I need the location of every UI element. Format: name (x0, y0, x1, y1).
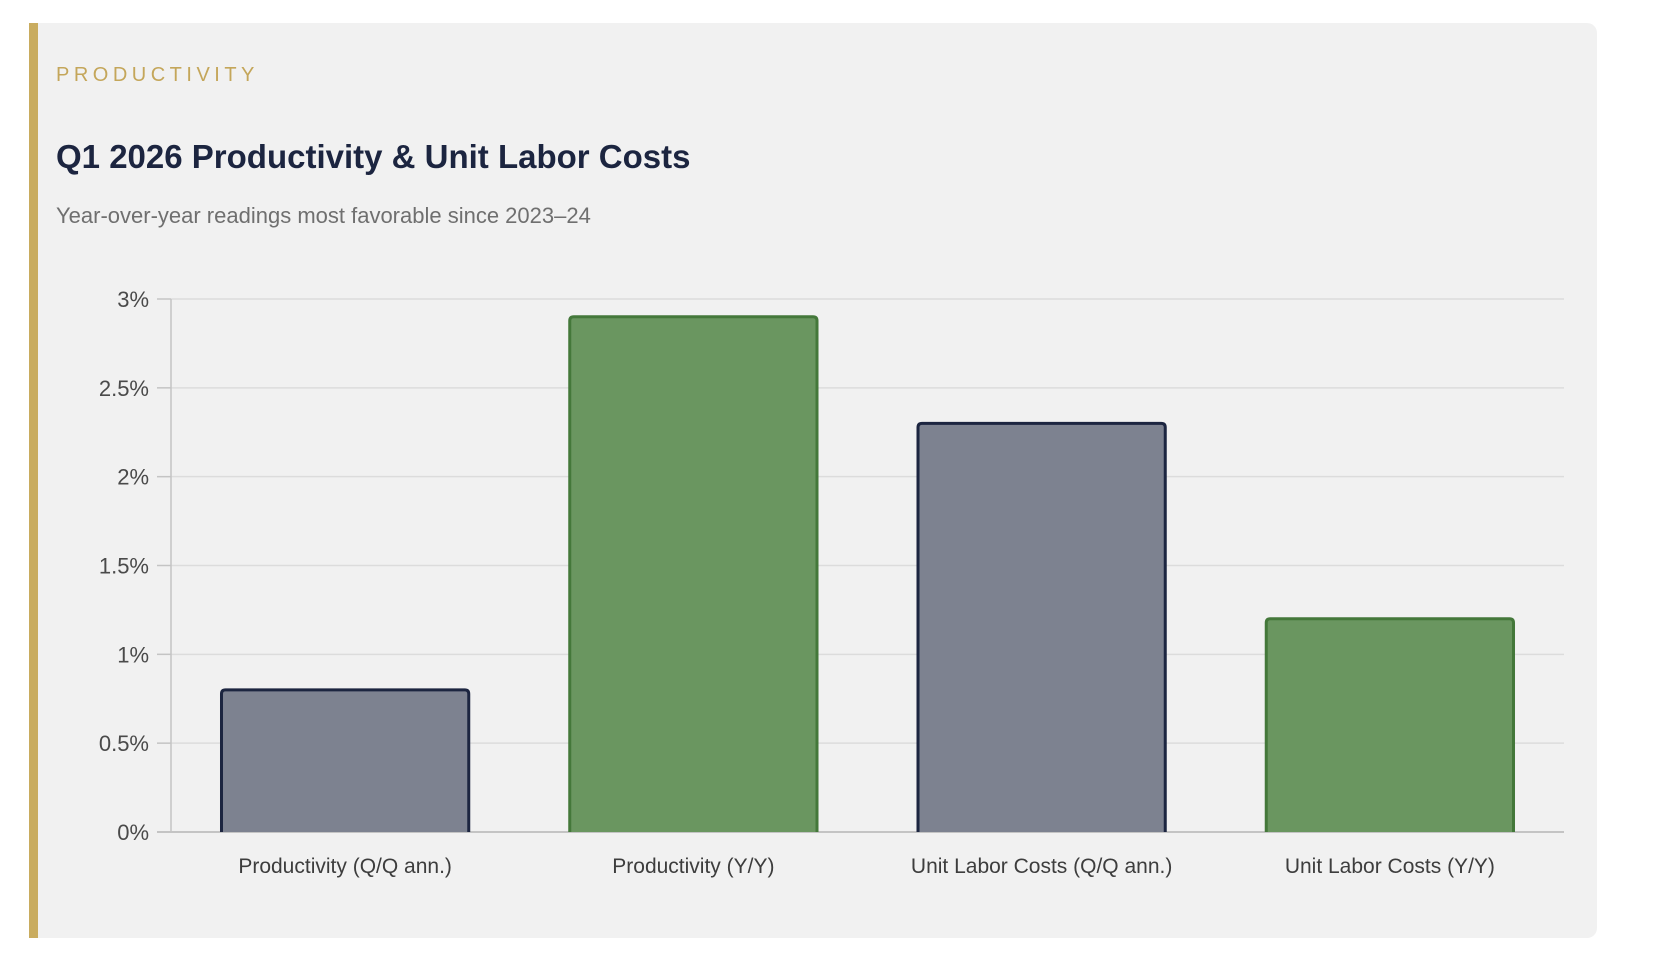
y-tick-label: 1.5% (99, 554, 149, 579)
x-category-label: Productivity (Q/Q ann.) (238, 855, 452, 878)
x-category-label: Productivity (Y/Y) (612, 855, 774, 878)
bar-productivity-y-y (568, 315, 819, 832)
y-tick-label: 0.5% (99, 731, 149, 756)
bar-unit-labor-costs-y-y (1264, 617, 1515, 832)
bar-unit-labor-costs-q-q-ann (916, 421, 1167, 832)
y-tick-label: 2% (117, 465, 149, 490)
y-tick-label: 2.5% (99, 376, 149, 401)
y-tick-label: 1% (117, 642, 149, 667)
section-eyebrow: PRODUCTIVITY (56, 64, 259, 86)
y-tick-label: 3% (117, 287, 149, 312)
chart-subtitle: Year-over-year readings most favorable s… (56, 203, 591, 228)
y-tick-labels: 0% 0.5% 1% 1.5% 2% 2.5% 3% (99, 287, 149, 845)
x-category-label: Unit Labor Costs (Q/Q ann.) (911, 855, 1172, 878)
chart-title: Q1 2026 Productivity & Unit Labor Costs (56, 138, 691, 175)
bars (219, 315, 1515, 832)
bar-productivity-q-q-ann (219, 688, 471, 832)
x-category-label: Unit Labor Costs (Y/Y) (1285, 855, 1495, 878)
x-category-labels: Productivity (Q/Q ann.) Productivity (Y/Y… (238, 855, 1495, 878)
y-tick-label: 0% (117, 820, 149, 845)
